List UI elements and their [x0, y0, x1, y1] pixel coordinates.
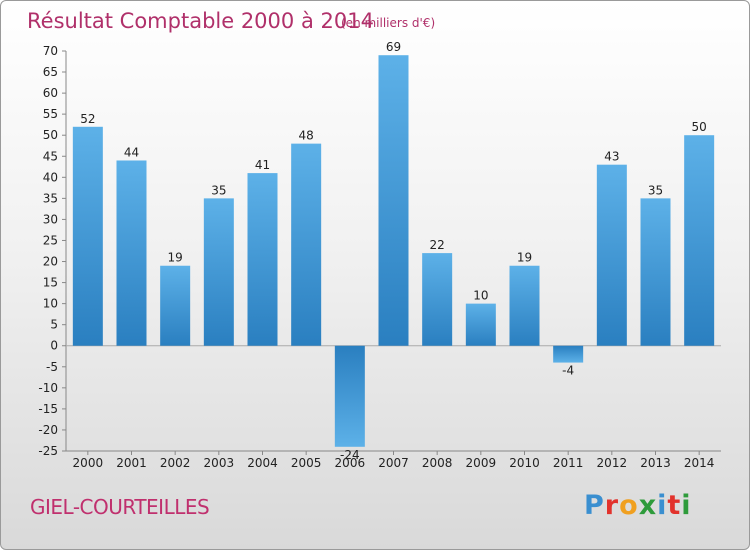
data-label: 52 — [80, 112, 95, 126]
logo-letter: t — [667, 490, 682, 521]
y-tick-label: 55 — [43, 107, 58, 121]
bars — [72, 55, 715, 447]
bar — [378, 55, 409, 346]
proxiti-logo: Proxiti — [584, 490, 692, 521]
y-tick-label: 45 — [43, 149, 58, 163]
bar — [422, 253, 453, 346]
x-tick-label: 2011 — [553, 456, 584, 470]
x-tick-label: 2005 — [291, 456, 322, 470]
y-tick-label: 65 — [43, 65, 58, 79]
logo-letter: i — [681, 490, 692, 521]
x-tick-label: 2008 — [422, 456, 453, 470]
bar — [203, 198, 234, 346]
x-tick-label: 2000 — [73, 456, 104, 470]
bar — [291, 143, 322, 346]
y-tick-label: -5 — [46, 360, 58, 374]
chart-title: Résultat Comptable 2000 à 2014 — [27, 9, 374, 33]
x-tick-label: 2013 — [640, 456, 671, 470]
data-label: 41 — [255, 158, 270, 172]
x-tick-label: 2004 — [247, 456, 278, 470]
bar — [72, 126, 103, 346]
data-label: 19 — [517, 251, 532, 265]
data-label: -4 — [562, 364, 574, 378]
y-tick-label: -20 — [38, 423, 58, 437]
bar — [509, 265, 540, 346]
data-label: 35 — [211, 183, 226, 197]
x-tick-label: 2001 — [116, 456, 147, 470]
x-tick-label: 2007 — [378, 456, 409, 470]
y-tick-label: 40 — [43, 170, 58, 184]
bar — [596, 164, 627, 346]
y-tick-label: -15 — [38, 402, 58, 416]
bar — [684, 135, 715, 346]
y-tick-label: 15 — [43, 276, 58, 290]
data-label: 44 — [124, 145, 139, 159]
bar — [334, 345, 365, 447]
logo-letter: x — [638, 490, 658, 521]
chart-subtitle: (en milliers d'€) — [341, 16, 435, 30]
bar — [247, 173, 278, 346]
data-label: 43 — [604, 150, 619, 164]
x-tick-label: 2009 — [466, 456, 497, 470]
y-tick-label: 60 — [43, 86, 58, 100]
commune-name: GIEL-COURTEILLES — [30, 495, 210, 519]
y-tick-label: 70 — [43, 44, 58, 58]
x-tick-label: 2014 — [684, 456, 715, 470]
y-tick-label: 20 — [43, 255, 58, 269]
axes: -25 -20 -15 -10 -5 0 5 10 15 20 25 30 35 40 45 50 55 60 65… — [38, 44, 721, 470]
logo-letter: o — [619, 490, 639, 521]
x-tick-label: 2012 — [597, 456, 628, 470]
data-label: 50 — [692, 120, 707, 134]
y-tick-label: 25 — [43, 233, 58, 247]
data-label: 10 — [473, 289, 488, 303]
data-label: 69 — [386, 40, 401, 54]
bar — [465, 303, 496, 346]
data-labels: 52 44 19 35 41 48 -24 69 22 10 19 -4 43 35 50 — [80, 40, 707, 462]
bar — [160, 265, 191, 346]
bar — [116, 160, 147, 346]
x-tick-label: 2002 — [160, 456, 191, 470]
bar — [553, 345, 584, 363]
y-tick-label: 50 — [43, 128, 58, 142]
data-label: 48 — [299, 129, 314, 143]
y-tick-label: 5 — [50, 318, 58, 332]
data-label: -24 — [340, 448, 360, 462]
x-tick-label: 2006 — [335, 456, 366, 470]
bar — [640, 198, 671, 346]
logo-letter: r — [604, 490, 620, 521]
data-label: 19 — [168, 251, 183, 265]
y-tick-label: 0 — [50, 339, 58, 353]
data-label: 35 — [648, 183, 663, 197]
x-tick-label: 2003 — [204, 456, 235, 470]
logo-letter: i — [657, 490, 668, 521]
data-label: 22 — [430, 238, 445, 252]
y-tick-label: -10 — [38, 381, 58, 395]
y-tick-label: -25 — [38, 444, 58, 458]
x-tick-label: 2010 — [509, 456, 540, 470]
y-tick-label: 10 — [43, 297, 58, 311]
y-tick-label: 30 — [43, 212, 58, 226]
logo-letter: P — [584, 490, 605, 521]
y-tick-label: 35 — [43, 191, 58, 205]
